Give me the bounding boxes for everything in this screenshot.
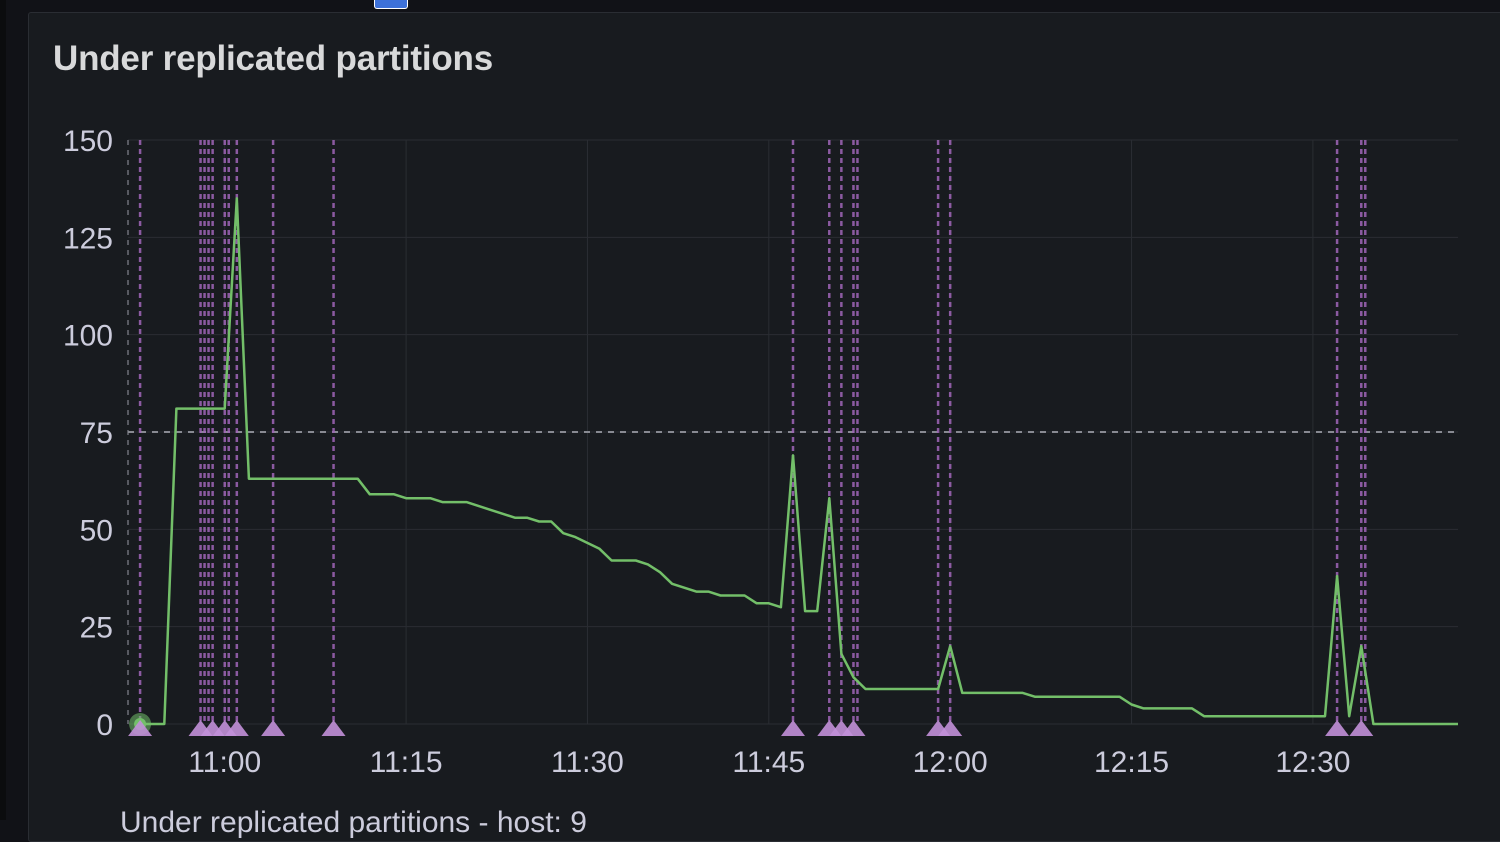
legend-item[interactable]: Under replicated partitions - host: 9 (120, 806, 587, 839)
y-axis: 0 25 50 75 100 125 150 (63, 125, 113, 742)
x-tick-label: 11:45 (732, 746, 805, 779)
annotation-marker (938, 720, 963, 736)
annotation-marker (128, 720, 153, 736)
y-tick-label: 150 (63, 125, 113, 158)
annotation-marker (261, 720, 286, 736)
series-line (140, 197, 1458, 726)
y-tick-label: 125 (63, 222, 113, 255)
annotations (138, 140, 1367, 724)
x-tick-label: 11:00 (188, 746, 261, 779)
annotation-marker (224, 720, 249, 736)
x-tick-label: 12:30 (1275, 746, 1350, 779)
y-tick-label: 25 (80, 612, 113, 645)
x-tick-label: 11:30 (551, 746, 624, 779)
x-tick-label: 11:15 (370, 746, 443, 779)
y-tick-label: 50 (80, 514, 113, 547)
annotation-marker (841, 720, 866, 736)
annotation-marker (321, 720, 346, 736)
x-axis: 11:00 11:15 11:30 11:45 12:00 12:15 12:30 (188, 746, 1350, 779)
annotation-marker (1349, 720, 1374, 736)
time-series-chart[interactable]: 0 25 50 75 100 125 150 11:00 11:15 11:30 11:45 12:… (0, 0, 1500, 820)
annotation-marker (781, 720, 805, 736)
y-tick-label: 75 (80, 417, 113, 450)
selection-indicator (374, 0, 408, 9)
annotation-marker (1325, 720, 1350, 736)
window-edge (0, 0, 6, 820)
x-tick-label: 12:15 (1094, 746, 1169, 779)
panel-title[interactable]: Under replicated partitions (53, 39, 493, 78)
annotation-markers (128, 720, 1374, 736)
y-tick-label: 100 (63, 320, 113, 353)
y-tick-label: 0 (96, 709, 113, 742)
x-tick-label: 12:00 (913, 746, 988, 779)
